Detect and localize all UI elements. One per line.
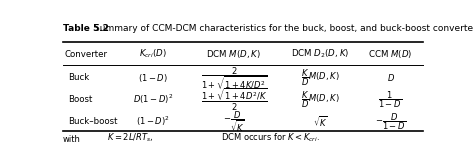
- Text: $(1-D)^2$: $(1-D)^2$: [136, 115, 170, 128]
- Text: $D(1-D)^2$: $D(1-D)^2$: [133, 93, 173, 106]
- Text: $\dfrac{1+\sqrt{1+4D^2/K}}{2}$: $\dfrac{1+\sqrt{1+4D^2/K}}{2}$: [201, 87, 267, 113]
- Text: $-\dfrac{D}{\sqrt{K}}$: $-\dfrac{D}{\sqrt{K}}$: [223, 109, 245, 134]
- Text: Buck–boost: Buck–boost: [68, 117, 118, 126]
- Text: $\dfrac{1}{1-D}$: $\dfrac{1}{1-D}$: [379, 89, 402, 110]
- Text: $\dfrac{K}{D}M(D,K)$: $\dfrac{K}{D}M(D,K)$: [301, 89, 340, 110]
- Text: Boost: Boost: [68, 95, 93, 104]
- Text: $-\dfrac{D}{1-D}$: $-\dfrac{D}{1-D}$: [375, 111, 406, 132]
- Text: $K_{cri}(D)$: $K_{cri}(D)$: [139, 48, 167, 60]
- Text: Converter: Converter: [65, 50, 108, 58]
- Text: DCM occurs for $K < K_{cri}$.: DCM occurs for $K < K_{cri}$.: [221, 132, 320, 144]
- Text: with: with: [63, 135, 81, 144]
- Text: Table 5.2: Table 5.2: [63, 24, 109, 33]
- Text: $(1-D)$: $(1-D)$: [138, 72, 168, 83]
- Text: $K = 2L/RT_s$,: $K = 2L/RT_s$,: [107, 132, 154, 144]
- Text: Summary of CCM-DCM characteristics for the buck, boost, and buck-boost converter: Summary of CCM-DCM characteristics for t…: [94, 24, 474, 33]
- Text: $\sqrt{K}$: $\sqrt{K}$: [313, 114, 328, 129]
- Text: DCM $D_2(D, K)$: DCM $D_2(D, K)$: [291, 48, 349, 60]
- Text: DCM $M(D, K)$: DCM $M(D, K)$: [207, 48, 261, 60]
- Text: $\dfrac{2}{1+\sqrt{1+4K/D^2}}$: $\dfrac{2}{1+\sqrt{1+4K/D^2}}$: [201, 65, 267, 91]
- Text: $D$: $D$: [386, 72, 394, 83]
- Text: Buck: Buck: [68, 73, 90, 82]
- Text: $\dfrac{K}{D}M(D,K)$: $\dfrac{K}{D}M(D,K)$: [301, 67, 340, 88]
- Text: CCM $M(D)$: CCM $M(D)$: [368, 48, 413, 60]
